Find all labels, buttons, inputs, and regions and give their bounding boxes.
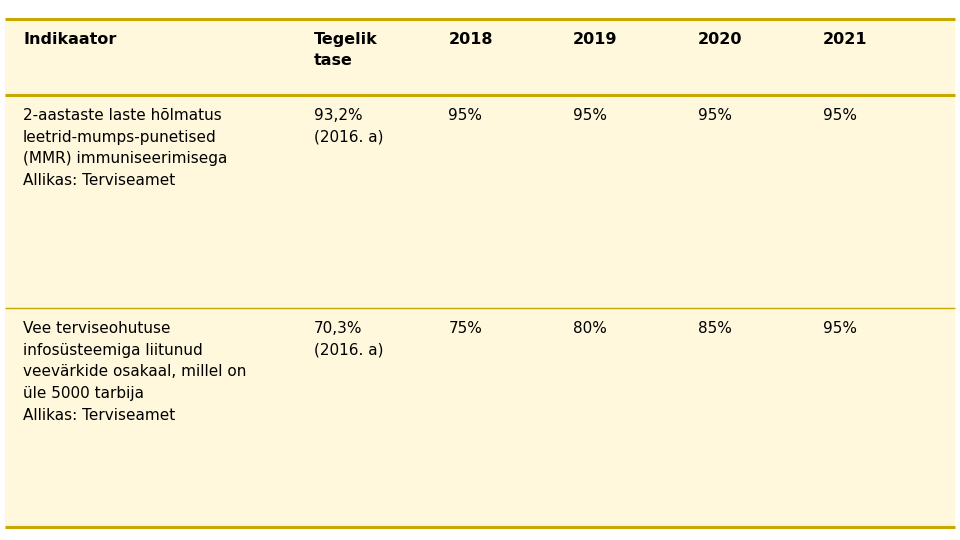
Text: 95%: 95% [823, 108, 856, 123]
Text: 95%: 95% [698, 108, 732, 123]
Text: 2021: 2021 [823, 32, 867, 48]
Text: 95%: 95% [573, 108, 607, 123]
Text: Tegelik
tase: Tegelik tase [314, 32, 377, 69]
Text: 2020: 2020 [698, 32, 742, 48]
Text: 2019: 2019 [573, 32, 617, 48]
Text: Vee terviseohutuse
infosüsteemiga liitunud
veevärkide osakaal, millel on
üle 500: Vee terviseohutuse infosüsteemiga liitun… [23, 321, 247, 423]
Text: 2-aastaste laste hõlmatus
leetrid-mumps-punetised
(MMR) immuniseerimisega
Allika: 2-aastaste laste hõlmatus leetrid-mumps-… [23, 108, 228, 188]
Text: 70,3%
(2016. a): 70,3% (2016. a) [314, 321, 383, 358]
Text: 2018: 2018 [448, 32, 492, 48]
Text: 95%: 95% [448, 108, 482, 123]
Text: 95%: 95% [823, 321, 856, 336]
Text: 75%: 75% [448, 321, 482, 336]
Text: 93,2%
(2016. a): 93,2% (2016. a) [314, 108, 383, 145]
Text: Indikaator: Indikaator [23, 32, 116, 48]
Text: 80%: 80% [573, 321, 607, 336]
Text: 85%: 85% [698, 321, 732, 336]
